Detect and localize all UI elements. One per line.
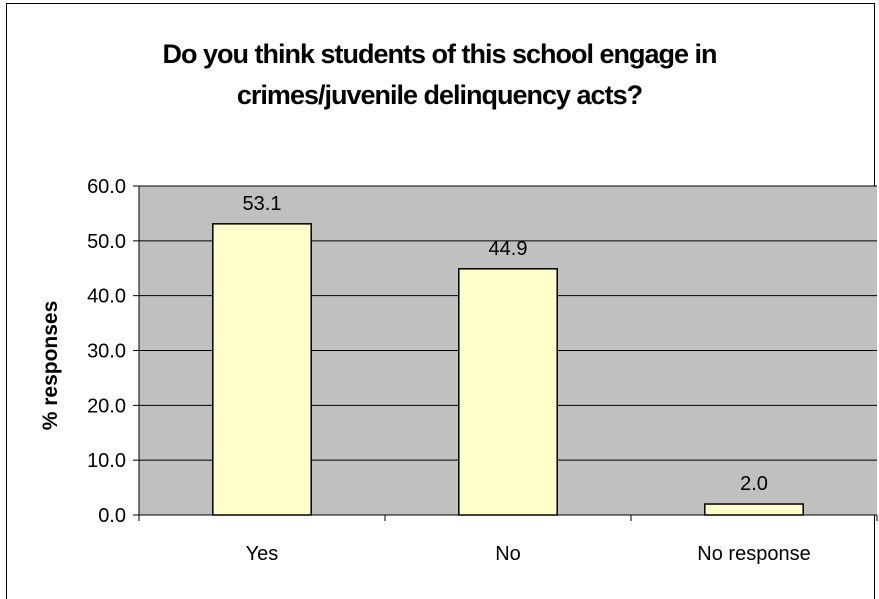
chart-title-line-1: Do you think students of this school eng…: [162, 39, 717, 69]
y-tick-label: 50.0: [87, 231, 126, 253]
data-label: 53.1: [243, 193, 282, 215]
y-tick-label: 0.0: [98, 505, 126, 527]
bar-no-response: [704, 503, 804, 516]
chart-title: Do you think students of this school eng…: [0, 34, 879, 116]
x-tick-label: No: [495, 543, 521, 565]
x-tick-label: No response: [697, 543, 810, 565]
x-tick-label: Yes: [246, 543, 279, 565]
bar-yes: [212, 223, 312, 516]
y-tick-label: 40.0: [87, 286, 126, 308]
y-axis-title: % responses: [39, 301, 62, 431]
y-tick-label: 30.0: [87, 341, 126, 363]
data-label: 2.0: [740, 473, 768, 495]
y-tick-label: 20.0: [87, 395, 126, 417]
y-tick-label: 10.0: [87, 450, 126, 472]
bar-no: [458, 268, 558, 516]
chart-title-line-2: crimes/juvenile delinquency acts?: [236, 80, 643, 110]
data-label: 44.9: [489, 238, 528, 260]
y-tick-label: 60.0: [87, 176, 126, 198]
